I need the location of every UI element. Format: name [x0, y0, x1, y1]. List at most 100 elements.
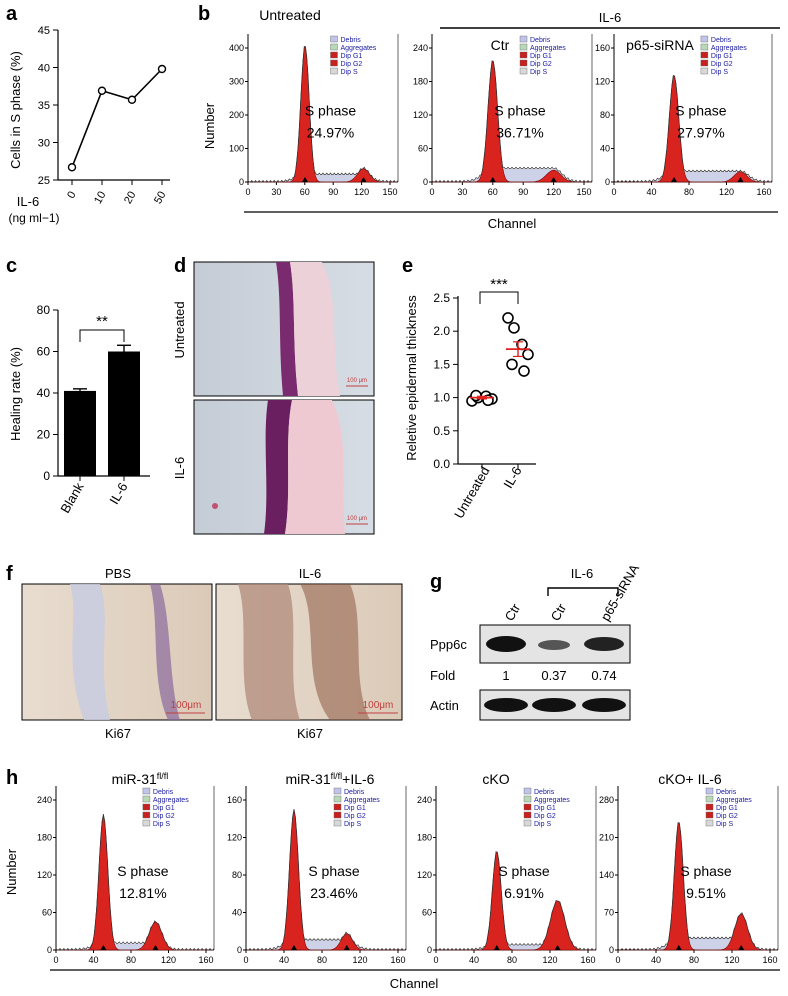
panel-g-il6-label: IL-6	[571, 566, 593, 581]
hist-peak-marker	[100, 945, 107, 950]
panel-e-ylabel: Reletive epidermal thickness	[404, 295, 419, 461]
hist-legend-swatch	[330, 43, 338, 51]
scale-label-il6: 100 μm	[347, 516, 367, 522]
hist-legend-label: Dip S	[344, 821, 361, 828]
hist-xtick-label: 160	[762, 955, 777, 965]
hist-xtick-label: 120	[546, 187, 561, 197]
hist-peak-marker	[343, 945, 350, 950]
hist-xtick-label: 80	[126, 955, 136, 965]
hist-ytick-label: 400	[229, 43, 244, 53]
hist-xtick-label: 30	[457, 187, 467, 197]
panel-d: d 100 μm 100 μm Untreated IL-6	[172, 255, 375, 535]
hist-ytick-label: 80	[600, 110, 610, 120]
panel-c-yticks: 0 20 40 60 80	[37, 303, 58, 483]
e-data-point	[506, 358, 518, 371]
hist-g1-peak	[56, 815, 214, 951]
hist-s-phase-value: 12.81%	[119, 885, 166, 901]
hist-xtick-label: 0	[611, 187, 616, 197]
hist-legend-label: Debris	[716, 789, 737, 796]
hist-ytick-label: 0	[423, 177, 428, 187]
panel-e-points	[466, 312, 534, 469]
hist-ytick-label: 60	[418, 144, 428, 154]
a-data-point	[97, 86, 107, 95]
hist-s-phase-value: 24.97%	[307, 124, 354, 140]
panel-f-right-title: IL-6	[299, 566, 321, 581]
hist-legend-label: Debris	[530, 37, 551, 44]
blot-ppp6c-band-2	[538, 640, 570, 650]
hist-legend-swatch	[330, 51, 338, 59]
hist-legend-label: Dip G1	[534, 805, 556, 812]
hist-xtick-label: 120	[352, 955, 367, 965]
histology-untreated-epidermis	[276, 262, 298, 396]
hist-ytick-label: 0	[427, 945, 432, 955]
hist-ytick-label: 180	[413, 77, 428, 87]
panel-c-bars: Blank IL-6	[57, 344, 140, 516]
hist-legend-swatch	[142, 819, 151, 827]
panel-c: c Healing rate (%) 0 20 40 60 80 Blank IL-6 *…	[6, 255, 150, 516]
hist-legend-label: Aggregates	[530, 45, 566, 52]
panel-f-right-caption: Ki67	[297, 726, 323, 741]
hist-s-phase-label: S phase	[680, 863, 732, 879]
hist-xtick-label: 0	[615, 955, 620, 965]
a-series-line	[71, 68, 163, 168]
a-xtick-label: 50	[152, 190, 169, 207]
panel-letter-h: h	[6, 767, 18, 789]
panel-d-row2-label: IL-6	[172, 457, 187, 479]
hist-ytick-label: 70	[604, 908, 614, 918]
hist-xtick-label: 90	[328, 187, 338, 197]
hist-peak-marker	[302, 177, 308, 182]
histology-il6-dermis	[285, 400, 345, 534]
hist-peak-marker	[360, 177, 367, 182]
panel-b-ylabel: Number	[202, 102, 217, 149]
hist-xtick-label: 120	[719, 187, 734, 197]
hist-ytick-label: 240	[37, 795, 52, 805]
hist-legend-label: Dip S	[153, 821, 170, 828]
blot-actin-band-1	[484, 698, 528, 712]
a-xtick-label: 20	[122, 190, 139, 207]
hist-legend-swatch	[142, 811, 151, 819]
panel-g-lane-2: Ctr	[548, 600, 570, 623]
hist-legend-label: Dip G1	[341, 53, 363, 60]
hist-legend-swatch	[700, 51, 709, 59]
hist-xtick-label: 0	[245, 187, 250, 197]
a-ytick-label: 30	[38, 138, 50, 150]
hist-s-phase-value: 27.97%	[677, 124, 724, 140]
ihc-pbs-edge	[150, 584, 180, 720]
e-ytick-label: 0.5	[433, 424, 450, 438]
hist-legend-swatch	[519, 35, 528, 43]
hist-legend-label: Dip G1	[711, 53, 733, 60]
hist-legend-swatch	[523, 819, 532, 827]
panel-a-xlabel-1: IL-6	[17, 194, 39, 209]
panel-e-xtick-untreated: Untreated	[451, 464, 493, 521]
hist-legend-label: Aggregates	[341, 45, 377, 52]
panel-g-row-ppp6c: Ppp6c	[430, 637, 467, 652]
hist-ytick-label: 80	[232, 870, 242, 880]
hist-legend-swatch	[705, 803, 714, 811]
hist-xtick-label: 60	[300, 187, 310, 197]
a-ytick-label: 25	[38, 175, 50, 187]
ihc-il6-scale-label: 100μm	[363, 700, 394, 711]
c-xtick-label: IL-6	[106, 480, 130, 507]
hist-ytick-label: 0	[47, 945, 52, 955]
hist-legend-label: Debris	[711, 37, 732, 44]
panel-f-left-caption: Ki67	[105, 726, 131, 741]
hist-legend-swatch	[705, 795, 714, 803]
a-data-point	[127, 95, 137, 104]
hist-envelope	[613, 74, 773, 183]
hist-envelope	[247, 46, 399, 183]
hist-legend-label: Aggregates	[716, 797, 752, 804]
c-bar	[108, 351, 140, 476]
hist-ytick-label: 300	[229, 77, 244, 87]
hist-legend-label: Debris	[341, 37, 362, 44]
panel-letter-d: d	[174, 255, 186, 277]
hist-ytick-label: 40	[600, 144, 610, 154]
hist-xtick-label: 0	[243, 955, 248, 965]
hist-legend-swatch	[333, 787, 342, 795]
hist-ytick-label: 40	[232, 908, 242, 918]
hist-ytick-label: 0	[605, 177, 610, 187]
